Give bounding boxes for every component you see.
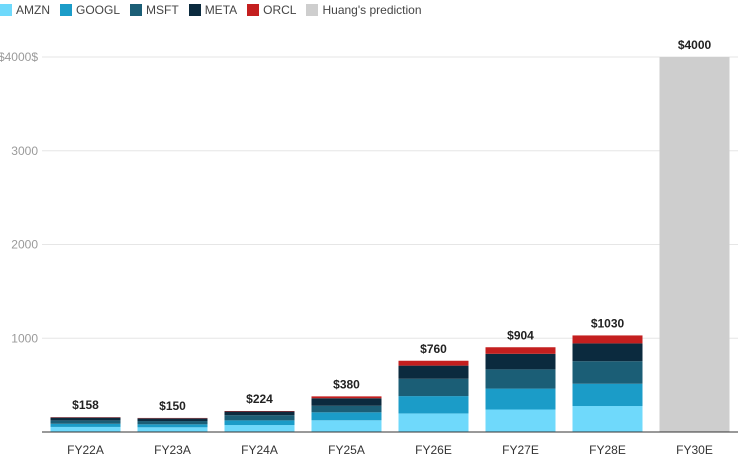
x-tick-label-fy24a: FY24A	[241, 443, 278, 457]
x-tick-label-fy25a: FY25A	[328, 443, 365, 457]
legend-label: ORCL	[263, 3, 297, 17]
legend-item-amzn: AMZN	[0, 3, 50, 17]
x-tick-label-fy23a: FY23A	[154, 443, 191, 457]
data-label-fy28e: $1030	[591, 316, 625, 330]
bar-segment-orcl-fy28e	[572, 335, 643, 344]
bar-segment-meta-fy22a	[50, 417, 121, 421]
bar-segment-meta-fy28e	[572, 343, 643, 362]
legend-item-huang-s-prediction: Huang's prediction	[306, 3, 422, 17]
bar-segment-meta-fy24a	[224, 411, 295, 416]
legend: AMZN GOOGL MSFT META ORCL Huang's prediction	[0, 0, 432, 20]
data-label-fy25a: $380	[333, 377, 360, 391]
y-axis: 1000 2000 3000 $4000$	[0, 50, 38, 345]
bar-segment-amzn-fy24a	[224, 425, 295, 432]
legend-swatch	[247, 4, 260, 16]
data-label-fy22a: $158	[72, 398, 99, 412]
x-tick-label-fy30e: FY30E	[676, 443, 713, 457]
legend-item-msft: MSFT	[130, 3, 179, 17]
x-tick-label-fy27e: FY27E	[502, 443, 539, 457]
bar-segment-amzn-fy23a	[137, 427, 208, 432]
legend-label: MSFT	[146, 3, 179, 17]
bars	[50, 57, 730, 432]
gridlines	[42, 56, 738, 339]
data-label-fy26e: $760	[420, 342, 447, 356]
bar-segment-amzn-fy27e	[485, 409, 556, 432]
bar-segment-huang-s-prediction-fy30e	[659, 57, 730, 432]
legend-label: AMZN	[16, 3, 50, 17]
bar-segment-orcl-fy25a	[311, 396, 382, 399]
bar-segment-meta-fy26e	[398, 365, 469, 379]
x-tick-label-fy28e: FY28E	[589, 443, 626, 457]
bar-segment-googl-fy22a	[50, 423, 121, 427]
bar-segment-orcl-fy26e	[398, 360, 469, 366]
legend-label: GOOGL	[76, 3, 121, 17]
data-labels: $158 $150 $224 $380 $760 $904 $1030 $4000	[72, 38, 711, 413]
y-tick-label: $4000$	[0, 50, 38, 64]
bar-segment-meta-fy27e	[485, 353, 556, 370]
bar-segment-msft-fy25a	[311, 405, 382, 413]
bar-segment-msft-fy23a	[137, 421, 208, 425]
bar-segment-googl-fy28e	[572, 383, 643, 407]
legend-swatch	[60, 4, 72, 16]
bar-segment-googl-fy26e	[398, 396, 469, 414]
x-tick-label-fy22a: FY22A	[67, 443, 104, 457]
data-label-fy27e: $904	[507, 328, 534, 342]
x-tick-label-fy26e: FY26E	[415, 443, 452, 457]
bar-segment-amzn-fy28e	[572, 406, 643, 432]
legend-item-orcl: ORCL	[247, 3, 296, 17]
bar-segment-meta-fy23a	[137, 418, 208, 422]
bar-segment-orcl-fy27e	[485, 347, 556, 354]
bar-segment-msft-fy28e	[572, 361, 643, 384]
bar-segment-msft-fy26e	[398, 378, 469, 397]
bar-segment-googl-fy24a	[224, 420, 295, 426]
bar-segment-amzn-fy26e	[398, 413, 469, 432]
bar-segment-amzn-fy22a	[50, 426, 121, 432]
bar-segment-googl-fy23a	[137, 424, 208, 428]
bar-segment-googl-fy25a	[311, 412, 382, 421]
legend-item-googl: GOOGL	[60, 3, 120, 17]
legend-swatch	[306, 4, 319, 16]
bar-segment-meta-fy25a	[311, 398, 382, 406]
legend-item-meta: META	[188, 3, 238, 17]
x-axis: FY22A FY23A FY24A FY25A FY26E FY27E FY28E FY30E	[42, 431, 738, 457]
bar-segment-msft-fy22a	[50, 420, 121, 424]
bar-segment-amzn-fy25a	[311, 420, 382, 432]
data-label-fy23a: $150	[159, 399, 186, 413]
y-tick-label: 3000	[11, 144, 38, 158]
legend-swatch	[0, 4, 12, 16]
data-label-fy24a: $224	[246, 392, 273, 406]
legend-label: META	[204, 3, 238, 17]
y-tick-label: 1000	[11, 331, 38, 345]
legend-swatch	[188, 4, 201, 16]
y-tick-label: 2000	[11, 238, 38, 252]
legend-label: Huang's prediction	[322, 3, 422, 17]
bar-segment-googl-fy27e	[485, 388, 556, 410]
bar-segment-msft-fy24a	[224, 415, 295, 421]
bar-segment-msft-fy27e	[485, 369, 556, 389]
legend-swatch	[130, 4, 143, 16]
data-label-fy30e: $4000	[678, 38, 712, 52]
